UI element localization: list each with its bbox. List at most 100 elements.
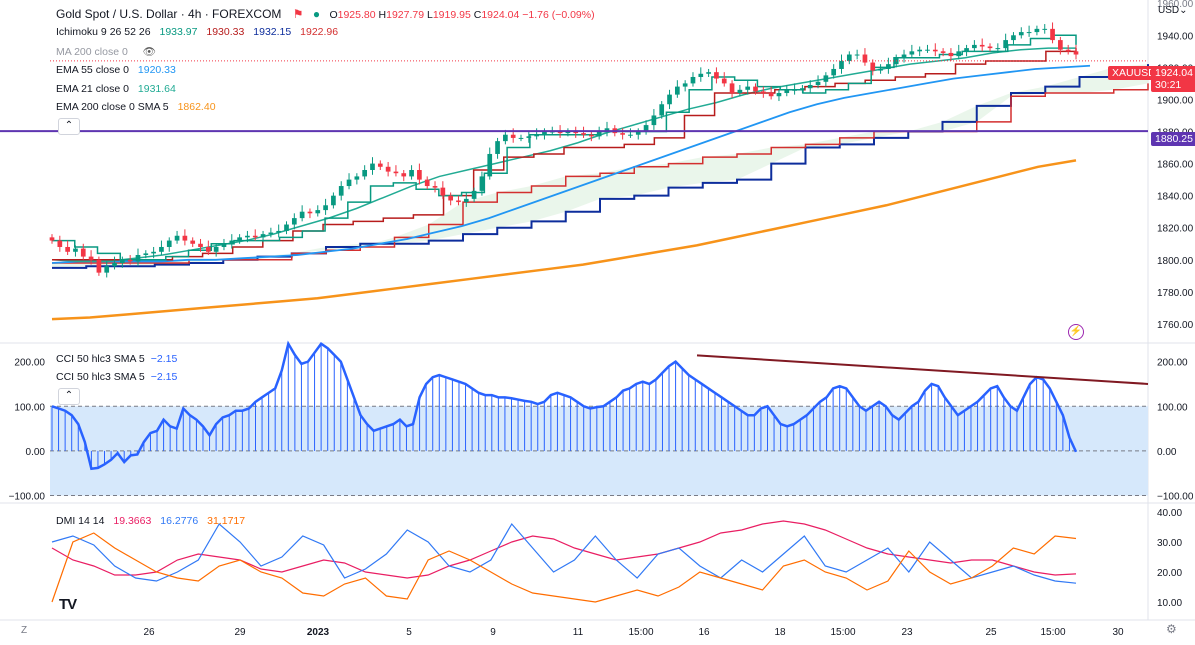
candle-body [409, 170, 414, 177]
cci-tick-label: 0.00 [1157, 447, 1177, 458]
candle-body [886, 64, 891, 69]
candle-body [190, 240, 196, 244]
time-axis-label: 15:00 [830, 627, 855, 638]
price-tick-label: 1780.00 [1157, 288, 1194, 299]
price-tick-label: 1960.00 [1157, 0, 1194, 10]
time-axis-label: 16 [698, 627, 710, 638]
candle-body [440, 187, 446, 196]
candle-body [448, 195, 454, 201]
candle-body [245, 235, 250, 238]
candle-body [979, 44, 985, 47]
candle-body [354, 176, 360, 180]
candle-body [628, 134, 633, 136]
dmi-tick-label: 40.00 [1157, 508, 1182, 519]
candle-body [667, 94, 672, 105]
legend-cci-1[interactable]: CCI 50 hlc3 SMA 5 −2.15 [56, 353, 178, 365]
candle-body [995, 48, 1001, 50]
candle-body [768, 93, 774, 97]
candle-body [831, 68, 837, 76]
candle-body [760, 91, 766, 94]
timezone-z-button[interactable]: Z [21, 625, 28, 636]
currency-selector[interactable]: USD⌄ [1158, 5, 1188, 16]
candle-body [221, 243, 227, 247]
candle-body [534, 134, 539, 137]
ichimoku-cloud [52, 64, 1148, 268]
candle-body [706, 72, 711, 74]
candle-body [643, 125, 649, 132]
candle-body [299, 211, 305, 219]
dmi-minus-line [51, 522, 1077, 584]
hidden-eye-icon[interactable]: 👁 [142, 46, 157, 58]
candle-body [120, 259, 125, 264]
cci-tick-label-left: 100.00 [14, 402, 45, 413]
candle-body [323, 205, 328, 211]
symbol-title[interactable]: Gold Spot / U.S. Dollar · 4h · FOREXCOM [56, 7, 282, 21]
candle-body [698, 73, 704, 77]
candle-body [518, 137, 524, 139]
settings-gear-icon[interactable]: ⚙ [1166, 622, 1177, 636]
legend-cci-2[interactable]: CCI 50 hlc3 SMA 5 −2.15 [56, 371, 178, 383]
candle-body [260, 234, 266, 238]
candle-body [338, 186, 344, 196]
legend-ichimoku[interactable]: Ichimoku 9 26 52 26 1933.97 1930.33 1932… [56, 26, 339, 38]
ema21-line [51, 47, 1076, 263]
candle-body [839, 60, 844, 69]
legend-ema21[interactable]: EMA 21 close 0 1931.64 [56, 83, 176, 95]
time-axis-label: 11 [573, 627, 584, 638]
senkou-span-a-line [52, 64, 1149, 269]
candle-body [589, 134, 594, 137]
candle-body [213, 246, 219, 252]
tradingview-logo[interactable]: TV [59, 596, 77, 613]
candle-body [807, 85, 813, 89]
candle-body [432, 186, 438, 188]
chevron-down-icon: ⌄ [1179, 5, 1188, 16]
candle-body [1003, 40, 1008, 49]
candle-body [815, 81, 821, 85]
candle-body [690, 76, 696, 84]
candle-body [307, 211, 313, 214]
candle-body [174, 235, 180, 241]
candle-body [401, 173, 407, 177]
cci-tick-label-left: 0.00 [26, 447, 46, 458]
candle-body [385, 166, 391, 172]
candle-body [823, 75, 829, 82]
lightning-alert-icon[interactable]: ⚡ [1068, 324, 1084, 340]
candle-body [729, 83, 735, 94]
candle-body [510, 134, 516, 138]
candle-body [377, 163, 383, 167]
legend-ma200[interactable]: MA 200 close 0 👁 [56, 46, 157, 58]
candle-body [745, 86, 751, 90]
candle-body [635, 131, 641, 135]
legend-ema55[interactable]: EMA 55 close 0 1920.33 [56, 64, 176, 76]
price-tick-label: 1900.00 [1157, 95, 1194, 106]
flag-icon[interactable]: ⚑ [292, 7, 304, 21]
candle-body [237, 237, 242, 241]
legend-dmi[interactable]: DMI 14 14 19.3663 16.2776 31.1717 [56, 515, 246, 527]
candle-body [362, 170, 368, 177]
candle-body [878, 68, 883, 71]
candle-body [503, 134, 508, 142]
candle-body [604, 128, 610, 132]
candle-body [909, 51, 915, 55]
time-axis-label: 15:00 [1040, 627, 1065, 638]
candle-body [80, 248, 86, 257]
candle-body [284, 224, 289, 231]
time-axis-label: 5 [406, 627, 412, 638]
time-axis-label: 25 [985, 627, 997, 638]
kijun-sen-line [52, 48, 1077, 261]
cci-tick-label-left: −100.00 [9, 492, 46, 503]
candle-body [800, 88, 805, 90]
candle-body [88, 256, 94, 260]
collapse-cci-legend-button[interactable]: ⌃ [58, 388, 80, 405]
candle-body [714, 72, 719, 79]
candle-body [166, 240, 172, 247]
price-tick-label: 1940.00 [1157, 31, 1194, 42]
candle-body [565, 131, 571, 134]
candle-body [49, 237, 55, 241]
collapse-legend-button[interactable]: ⌃ [58, 118, 80, 135]
candle-body [870, 62, 876, 71]
candle-body [1073, 51, 1079, 55]
legend-ema200[interactable]: EMA 200 close 0 SMA 5 1862.40 [56, 101, 216, 113]
time-axis-label: 23 [901, 627, 913, 638]
